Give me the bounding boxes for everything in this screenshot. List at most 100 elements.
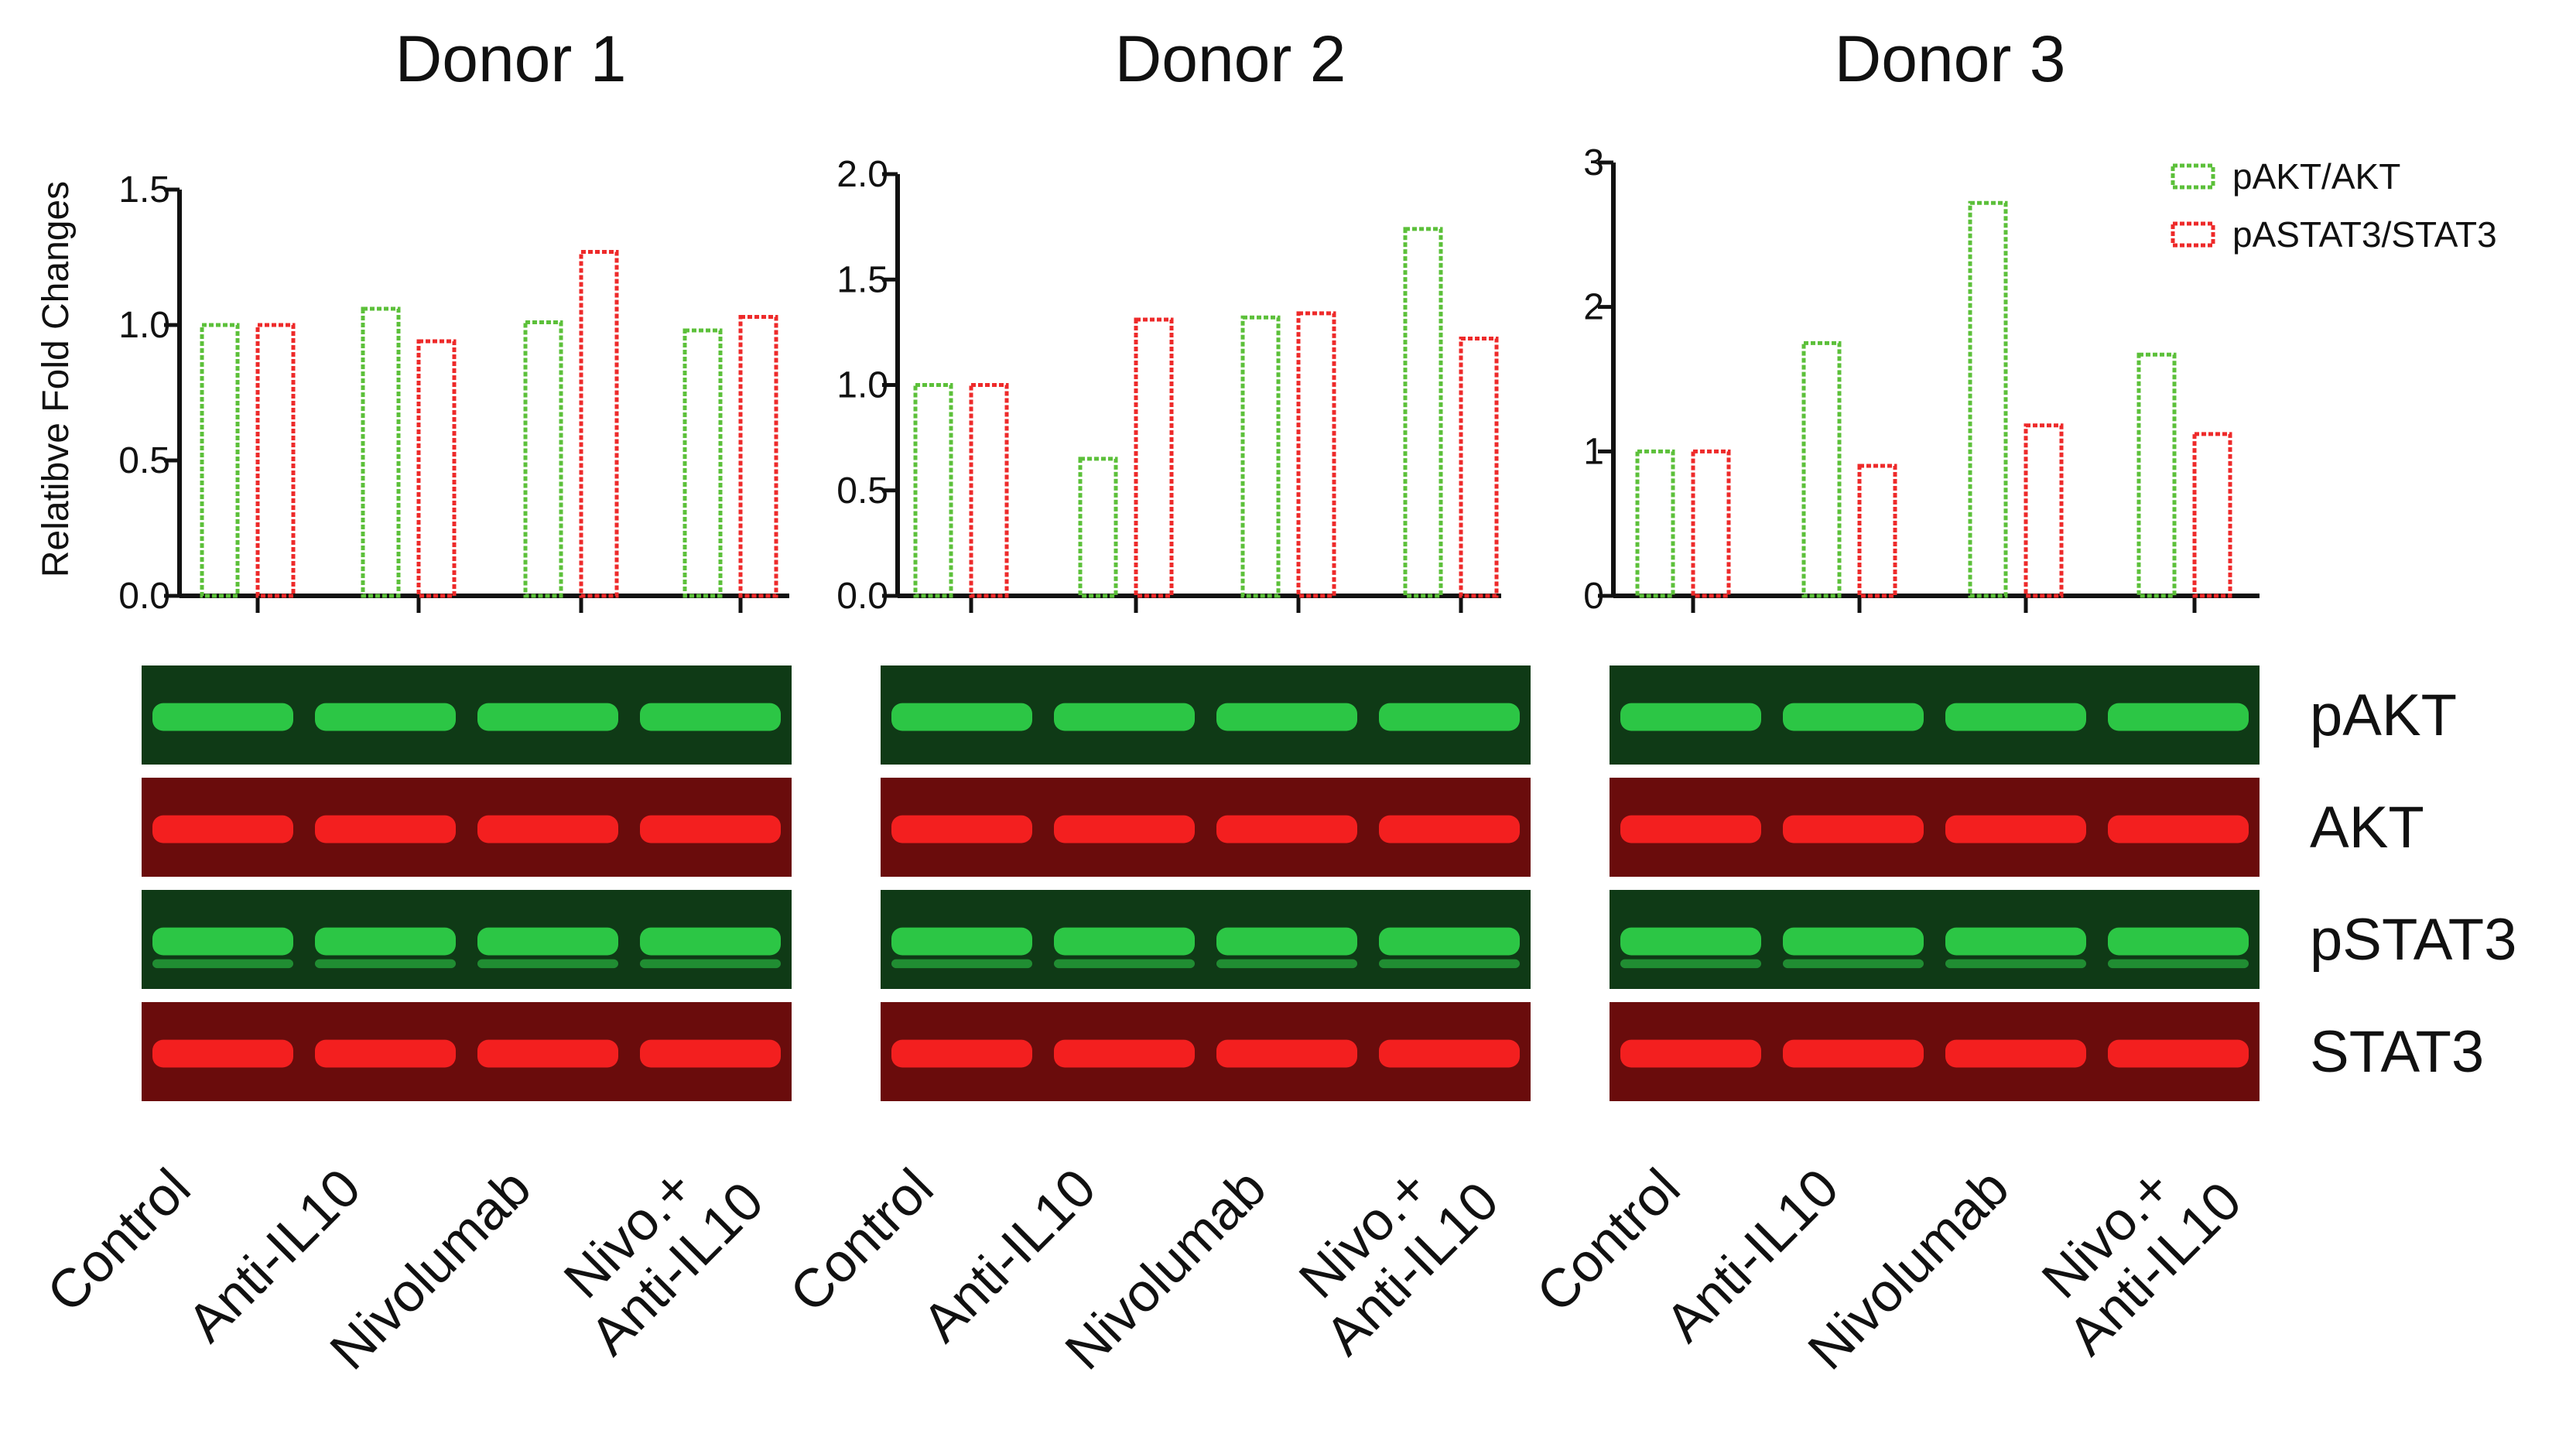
chart-donor-2: Donor 2 0.0 0.5 1.0 1.5 2.0 [836, 22, 1501, 617]
blot-band [1379, 703, 1520, 731]
blot-band [640, 927, 781, 956]
y-axis-label: Relatibve Fold Changes [36, 181, 77, 577]
blot-band [1379, 927, 1520, 956]
blot-band [1620, 815, 1761, 843]
bar-pakt-akt-3 [1240, 315, 1281, 598]
blot-band [1620, 927, 1761, 956]
y-tick-label: 0.0 [118, 576, 170, 617]
legend-label: pASTAT3/STAT3 [2232, 214, 2497, 255]
blot-band [152, 815, 293, 843]
legend-swatch [2171, 221, 2215, 248]
blot-band [152, 703, 293, 731]
blot-band-lower [1783, 959, 1924, 969]
bar-pastat3-stat3-2 [1134, 317, 1174, 598]
blot-band [1783, 703, 1924, 731]
blot-band [891, 1039, 1032, 1068]
y-tick-label: 1 [1583, 431, 1604, 472]
blot-band [1379, 1039, 1520, 1068]
blot-band [1379, 815, 1520, 843]
blot-band [1945, 703, 2086, 731]
y-tick-label: 0 [1583, 576, 1604, 617]
blot-pakt-donor-2 [881, 665, 1531, 765]
chart-donor-1: Donor 1 0.0 0.5 1.0 1.5 [118, 22, 789, 617]
condition-label-donor-3: Nivo.+Anti-IL10 [2030, 1157, 2253, 1366]
blot-band [477, 927, 618, 956]
western-blots [142, 665, 2260, 1101]
bar-pastat3-stat3-1 [969, 383, 1009, 598]
blot-band [1945, 815, 2086, 843]
blot-band [2108, 927, 2249, 956]
y-tick-label: 2 [1583, 287, 1604, 328]
blot-akt-donor-1 [142, 778, 792, 877]
blot-stat3-donor-3 [1610, 1002, 2260, 1101]
chart-title: Donor 3 [1835, 22, 2066, 95]
bar-charts: Donor 1 0.0 0.5 1.0 1.5 Donor 2 0.0 0.5 1.0 1.5 2.… [36, 22, 2260, 617]
blot-band-lower [1945, 959, 2086, 969]
blot-band [1054, 703, 1195, 731]
blot-band [1783, 927, 1924, 956]
blot-band [1216, 703, 1357, 731]
blot-band [640, 703, 781, 731]
bar-pastat3-stat3-4 [2192, 432, 2232, 598]
blot-band [1216, 1039, 1357, 1068]
blot-band [315, 703, 456, 731]
bar-pastat3-stat3-1 [1691, 449, 1731, 598]
blot-band [1783, 815, 1924, 843]
bar-pakt-akt-4 [682, 328, 723, 598]
blot-band [1945, 927, 2086, 956]
blot-label-pstat3: pSTAT3 [2310, 907, 2516, 973]
condition-label-donor-2: Nivo.+Anti-IL10 [1288, 1157, 1510, 1366]
y-tick-label: 0.5 [836, 470, 888, 512]
bar-pakt-akt-1 [200, 323, 240, 598]
legend-swatch [2171, 163, 2215, 190]
blot-band-lower [477, 959, 618, 969]
condition-line1: Control [778, 1157, 945, 1323]
condition-label-donor-1: Nivo.+Anti-IL10 [552, 1157, 775, 1366]
legend: pAKT/AKT pASTAT3/STAT3 [2171, 156, 2497, 255]
blot-band [1945, 1039, 2086, 1068]
blot-akt-donor-3 [1610, 778, 2260, 877]
blot-label-akt: AKT [2310, 795, 2424, 860]
blot-band-lower [1216, 959, 1357, 969]
bar-pakt-akt-1 [913, 383, 953, 598]
bar-pastat3-stat3-1 [255, 323, 296, 598]
blot-band-lower [1054, 959, 1195, 969]
blot-pstat3-donor-2 [881, 890, 1531, 989]
bar-pastat3-stat3-4 [738, 315, 778, 598]
bar-pastat3-stat3-3 [2024, 423, 2064, 598]
blot-band-lower [891, 959, 1032, 969]
blot-band [152, 927, 293, 956]
blot-band-lower [1379, 959, 1520, 969]
blot-label-pakt: pAKT [2310, 683, 2457, 748]
blot-pstat3-donor-1 [142, 890, 792, 989]
bar-pastat3-stat3-3 [1296, 311, 1336, 598]
y-tick-label: 0.0 [836, 576, 888, 617]
blot-band [891, 703, 1032, 731]
blot-band [2108, 703, 2249, 731]
blot-band [1216, 815, 1357, 843]
chart-donor-3: Donor 3 0 1 2 3 [1583, 22, 2260, 617]
blot-band [1054, 1039, 1195, 1068]
bar-pastat3-stat3-3 [579, 250, 619, 598]
blot-band [2108, 815, 2249, 843]
y-tick-label: 3 [1583, 142, 1604, 183]
y-tick-label: 1.5 [836, 259, 888, 300]
blot-band-lower [640, 959, 781, 969]
blot-band-lower [315, 959, 456, 969]
bar-pastat3-stat3-2 [1857, 464, 1897, 598]
bar-pastat3-stat3-4 [1459, 337, 1499, 598]
y-tick-label: 1.0 [836, 365, 888, 406]
blot-band [152, 1039, 293, 1068]
bar-pakt-akt-2 [1078, 457, 1118, 598]
blot-band [640, 815, 781, 843]
blot-band-lower [152, 959, 293, 969]
bar-pakt-akt-3 [523, 320, 563, 598]
y-tick-label: 2.0 [836, 154, 888, 195]
blot-band [315, 1039, 456, 1068]
chart-title: Donor 2 [1115, 22, 1346, 95]
blot-band [477, 703, 618, 731]
blot-band [2108, 1039, 2249, 1068]
blot-stat3-donor-1 [142, 1002, 792, 1101]
y-tick-label: 1.5 [118, 169, 170, 210]
